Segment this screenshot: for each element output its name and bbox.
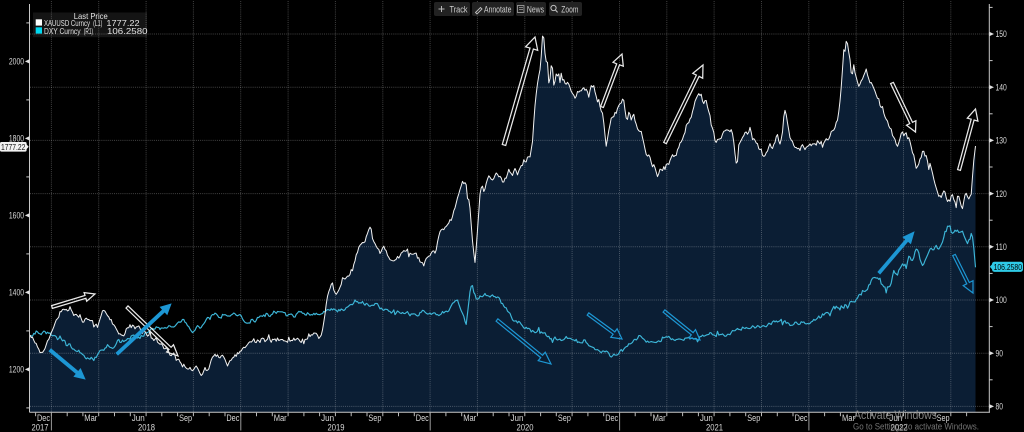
svg-text:2021: 2021 [706, 422, 723, 432]
svg-text:150: 150 [996, 29, 1007, 39]
svg-text:Annotate: Annotate [484, 4, 511, 15]
svg-text:News: News [527, 4, 544, 15]
svg-text:2000: 2000 [9, 57, 24, 67]
svg-text:DXY Curncy: DXY Curncy [44, 26, 81, 36]
svg-text:100: 100 [996, 295, 1007, 305]
svg-text:106.2580: 106.2580 [107, 26, 148, 36]
svg-text:Dec: Dec [605, 413, 618, 423]
svg-text:Sep: Sep [368, 413, 381, 423]
svg-text:Mar: Mar [274, 413, 287, 423]
svg-text:1777.22: 1777.22 [1, 142, 26, 152]
svg-text:Zoom: Zoom [561, 4, 578, 15]
svg-text:Go to Settings to activate Win: Go to Settings to activate Windows. [853, 422, 979, 432]
svg-text:1800: 1800 [9, 134, 24, 144]
svg-text:(L1): (L1) [93, 18, 102, 28]
svg-text:Jun: Jun [889, 413, 902, 423]
svg-text:2018: 2018 [138, 422, 155, 432]
svg-text:Mar: Mar [842, 413, 855, 423]
svg-text:Last Price: Last Price [74, 11, 108, 21]
svg-text:1600: 1600 [9, 211, 24, 221]
svg-text:Mar: Mar [463, 413, 476, 423]
svg-text:Track: Track [450, 4, 468, 15]
svg-text:Jun: Jun [700, 413, 713, 423]
svg-text:120: 120 [996, 189, 1007, 199]
svg-text:Mar: Mar [84, 413, 97, 423]
svg-text:130: 130 [996, 136, 1007, 146]
svg-text:80: 80 [996, 402, 1004, 412]
svg-text:2020: 2020 [517, 422, 534, 432]
svg-text:Mar: Mar [653, 413, 666, 423]
svg-text:Jun: Jun [511, 413, 524, 423]
svg-text:2017: 2017 [32, 422, 49, 432]
svg-text:Dec: Dec [226, 413, 239, 423]
svg-text:Dec: Dec [416, 413, 429, 423]
svg-text:110: 110 [996, 242, 1007, 252]
svg-text:Dec: Dec [37, 413, 50, 423]
svg-text:1400: 1400 [9, 288, 24, 298]
svg-text:Sep: Sep [179, 413, 192, 423]
svg-text:1777.22: 1777.22 [106, 18, 139, 28]
svg-text:1200: 1200 [9, 365, 24, 375]
svg-text:Activate Windows: Activate Windows [854, 408, 937, 422]
svg-text:140: 140 [996, 82, 1007, 92]
svg-text:(R1): (R1) [84, 26, 93, 36]
svg-text:2019: 2019 [328, 422, 345, 432]
svg-text:Sep: Sep [747, 413, 760, 423]
svg-text:Sep: Sep [937, 413, 950, 423]
svg-text:Sep: Sep [558, 413, 571, 423]
svg-text:Jun: Jun [132, 413, 145, 423]
svg-text:Jun: Jun [321, 413, 334, 423]
svg-text:2022: 2022 [891, 422, 908, 432]
svg-text:90: 90 [996, 348, 1004, 358]
svg-text:Dec: Dec [795, 413, 808, 423]
svg-text:XAUUSD Curncy: XAUUSD Curncy [44, 18, 91, 28]
svg-text:106.2580: 106.2580 [994, 262, 1023, 272]
